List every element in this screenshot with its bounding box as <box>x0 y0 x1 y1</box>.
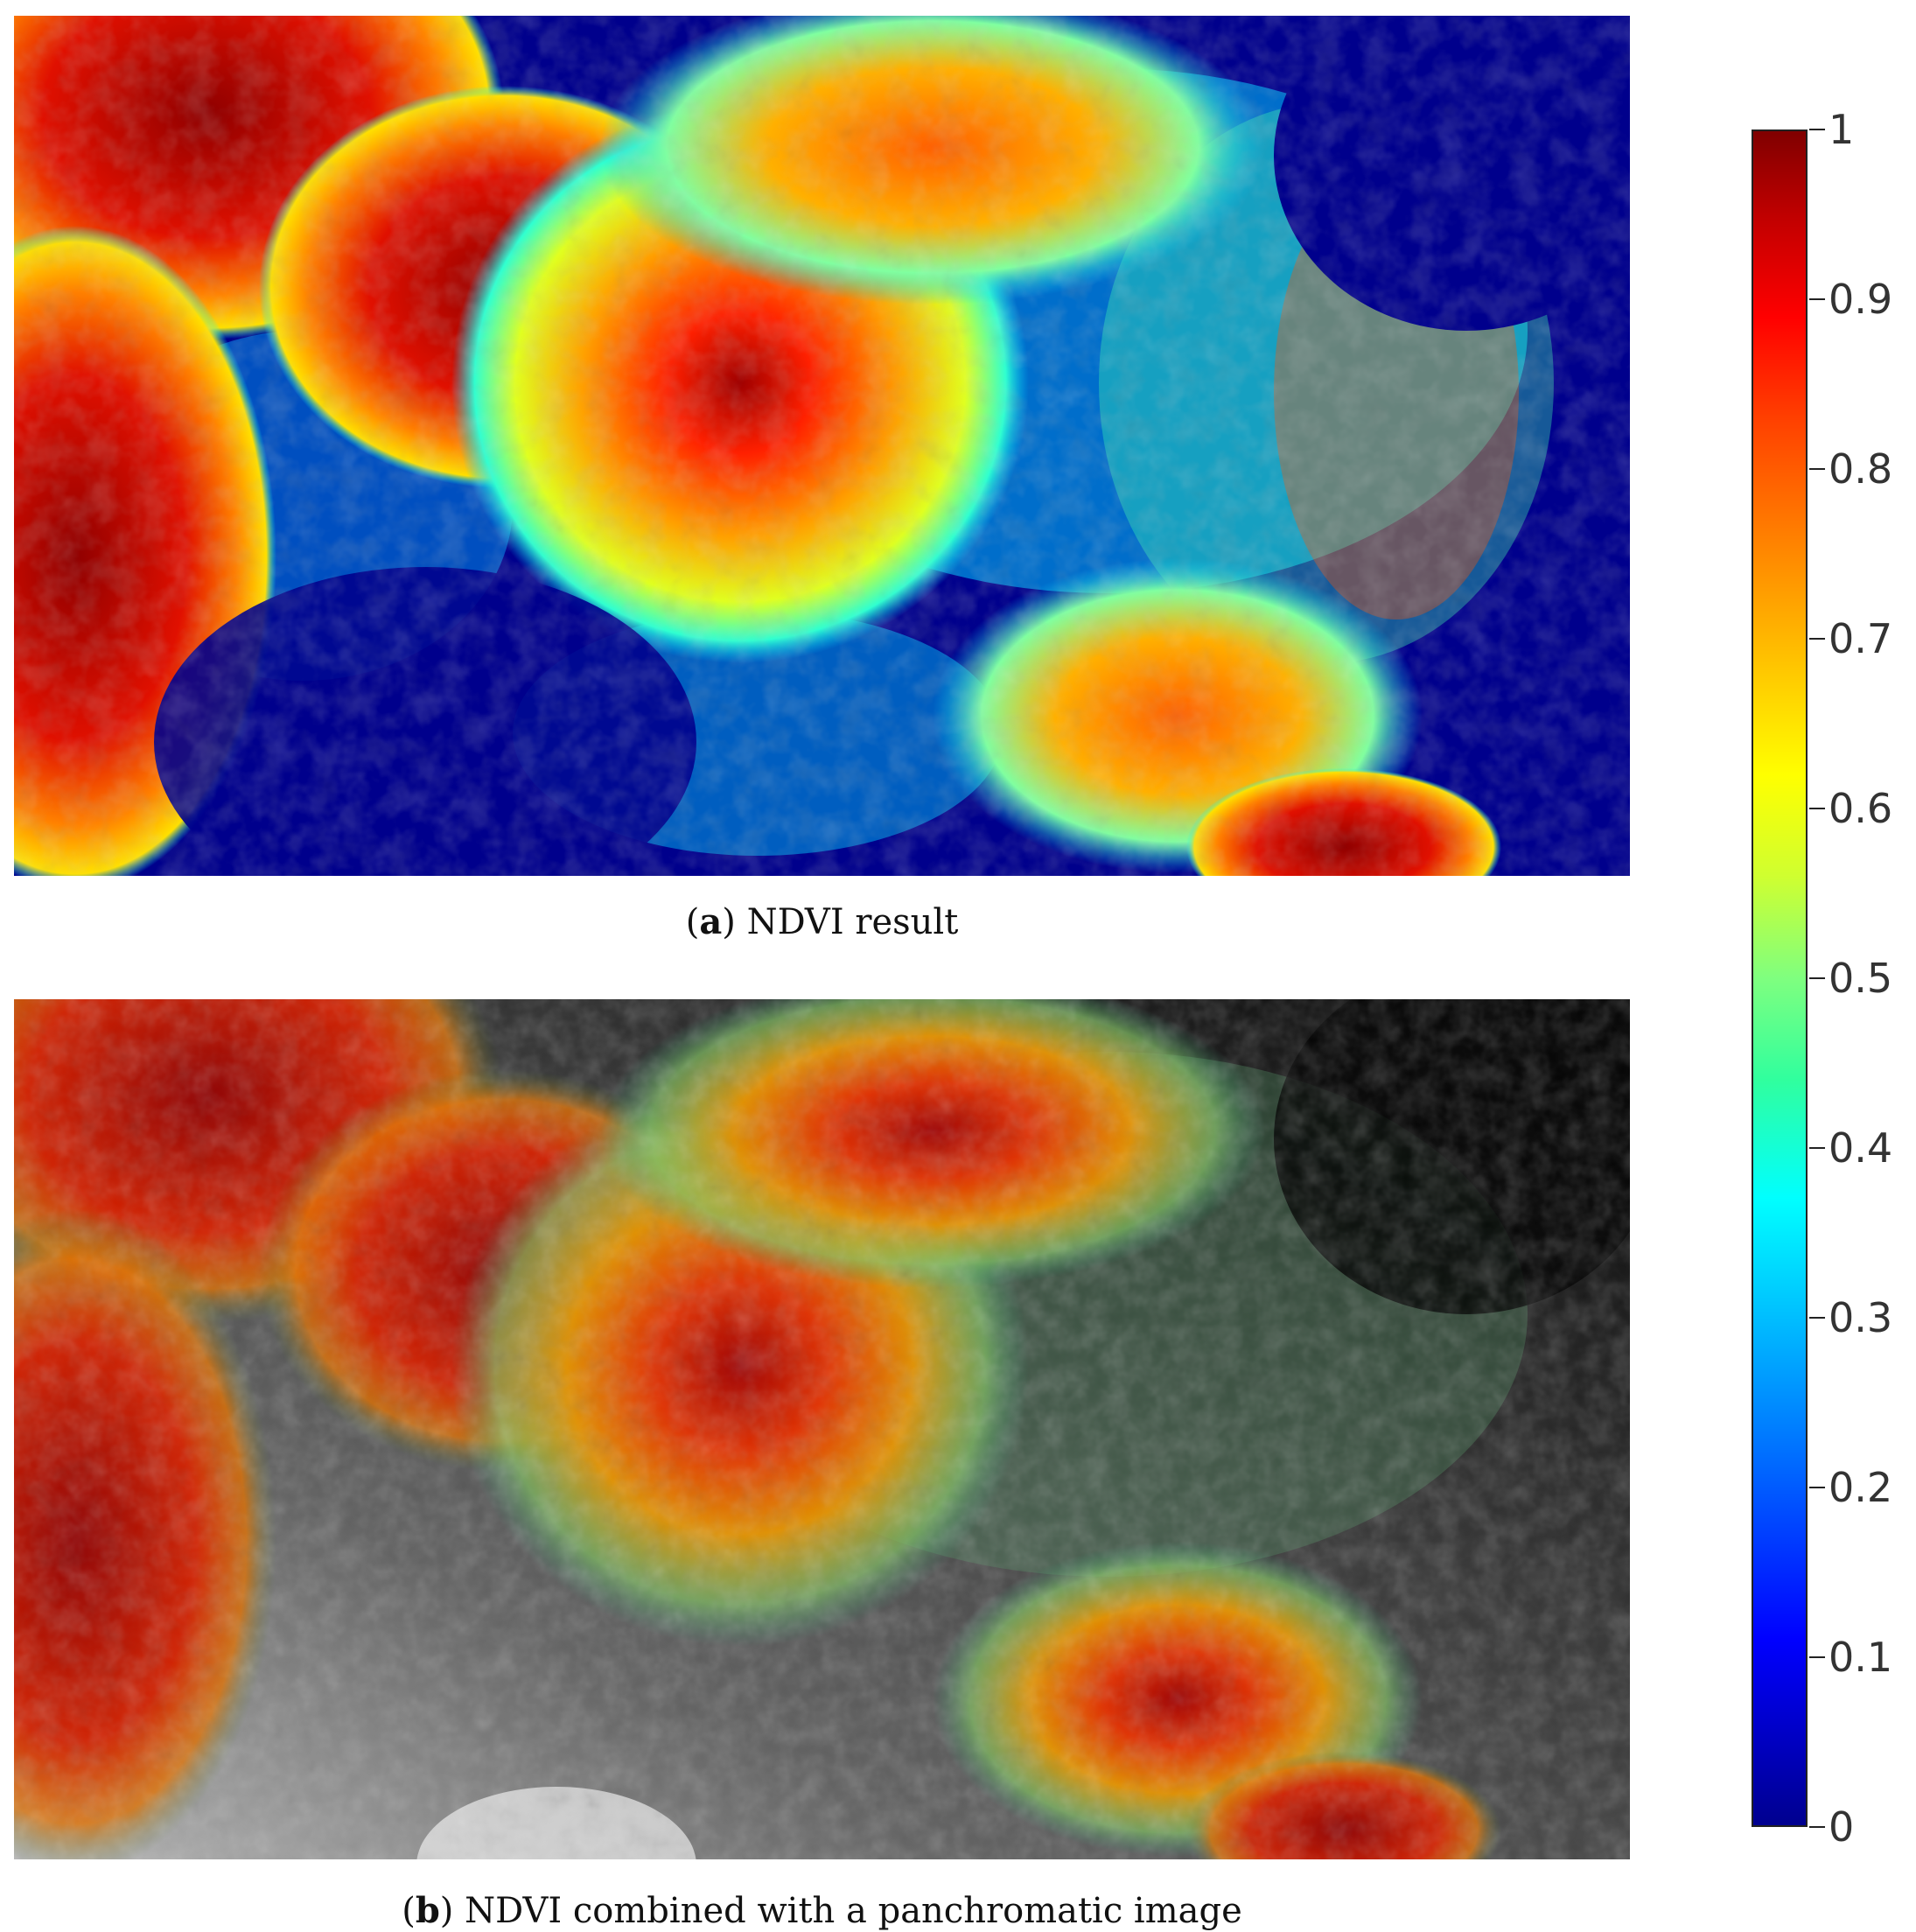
colorbar-tick-label: 0.8 <box>1829 445 1893 493</box>
colorbar-tick-label: 0.1 <box>1829 1634 1893 1681</box>
ndvi-panchromatic-image-graphic <box>14 999 1630 1859</box>
ndvi-image-graphic <box>14 16 1630 876</box>
caption-a-letter: a <box>699 901 723 942</box>
colorbar-tick-label: 0 <box>1829 1803 1855 1851</box>
colorbar-tick <box>1809 298 1825 300</box>
colorbar-tick-label: 0.2 <box>1829 1464 1893 1511</box>
ndvi-panchromatic-image <box>14 999 1630 1859</box>
colorbar-tick <box>1809 1656 1825 1658</box>
colorbar-tick-label: 0.7 <box>1829 615 1893 662</box>
colorbar-tick <box>1809 977 1825 979</box>
caption-b-text: NDVI combined with a panchromatic image <box>465 1891 1242 1931</box>
ndvi-image <box>14 16 1630 876</box>
caption-b-letter: b <box>415 1890 440 1931</box>
caption-a-text: NDVI result <box>746 902 959 942</box>
colorbar-tick-label: 0.5 <box>1829 955 1893 1002</box>
colorbar-tick <box>1809 468 1825 470</box>
colorbar-tick <box>1809 638 1825 640</box>
colorbar-tick <box>1809 808 1825 809</box>
colorbar-tick <box>1809 1487 1825 1488</box>
caption-a: (a) NDVI result <box>685 901 959 942</box>
colorbar-tick-label: 0.4 <box>1829 1124 1893 1172</box>
colorbar-tick-label: 0.3 <box>1829 1294 1893 1341</box>
colorbar-tick-label: 0.9 <box>1829 276 1893 323</box>
colorbar-tick-label: 1 <box>1829 106 1855 153</box>
colorbar <box>1752 130 1808 1827</box>
colorbar-tick-label: 0.6 <box>1829 785 1893 832</box>
colorbar-tick <box>1809 1826 1825 1828</box>
colorbar-tick <box>1809 1317 1825 1319</box>
colorbar-tick <box>1809 129 1825 130</box>
caption-b: (b) NDVI combined with a panchromatic im… <box>402 1890 1242 1931</box>
colorbar-tick <box>1809 1147 1825 1149</box>
